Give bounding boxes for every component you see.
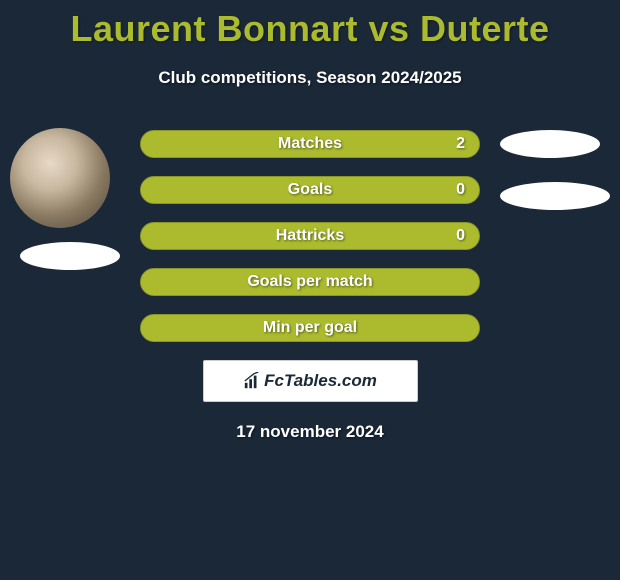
brand-text: FcTables.com bbox=[264, 371, 377, 391]
date: 17 november 2024 bbox=[0, 422, 620, 442]
player-name-oval-right-1 bbox=[500, 130, 600, 158]
stat-label: Goals bbox=[288, 181, 332, 199]
stat-bar-matches: Matches 2 bbox=[140, 130, 480, 158]
page-title: Laurent Bonnart vs Duterte bbox=[0, 0, 620, 50]
stat-label: Goals per match bbox=[247, 273, 372, 291]
stat-bar-goals-per-match: Goals per match bbox=[140, 268, 480, 296]
stat-label: Hattricks bbox=[276, 227, 344, 245]
stat-value: 0 bbox=[456, 181, 465, 199]
stat-bar-goals: Goals 0 bbox=[140, 176, 480, 204]
stat-bars: Matches 2 Goals 0 Hattricks 0 Goals per … bbox=[140, 130, 480, 342]
stats-area: Matches 2 Goals 0 Hattricks 0 Goals per … bbox=[0, 130, 620, 442]
stat-value: 0 bbox=[456, 227, 465, 245]
player-name-oval-right-2 bbox=[500, 182, 610, 210]
brand-box[interactable]: FcTables.com bbox=[203, 360, 418, 402]
stat-value: 2 bbox=[456, 135, 465, 153]
stat-bar-hattricks: Hattricks 0 bbox=[140, 222, 480, 250]
player-name-oval-left bbox=[20, 242, 120, 270]
subtitle: Club competitions, Season 2024/2025 bbox=[0, 68, 620, 88]
player-avatar-left bbox=[10, 128, 110, 228]
bar-chart-icon bbox=[243, 372, 261, 390]
stat-label: Min per goal bbox=[263, 319, 357, 337]
stat-label: Matches bbox=[278, 135, 342, 153]
stat-bar-min-per-goal: Min per goal bbox=[140, 314, 480, 342]
